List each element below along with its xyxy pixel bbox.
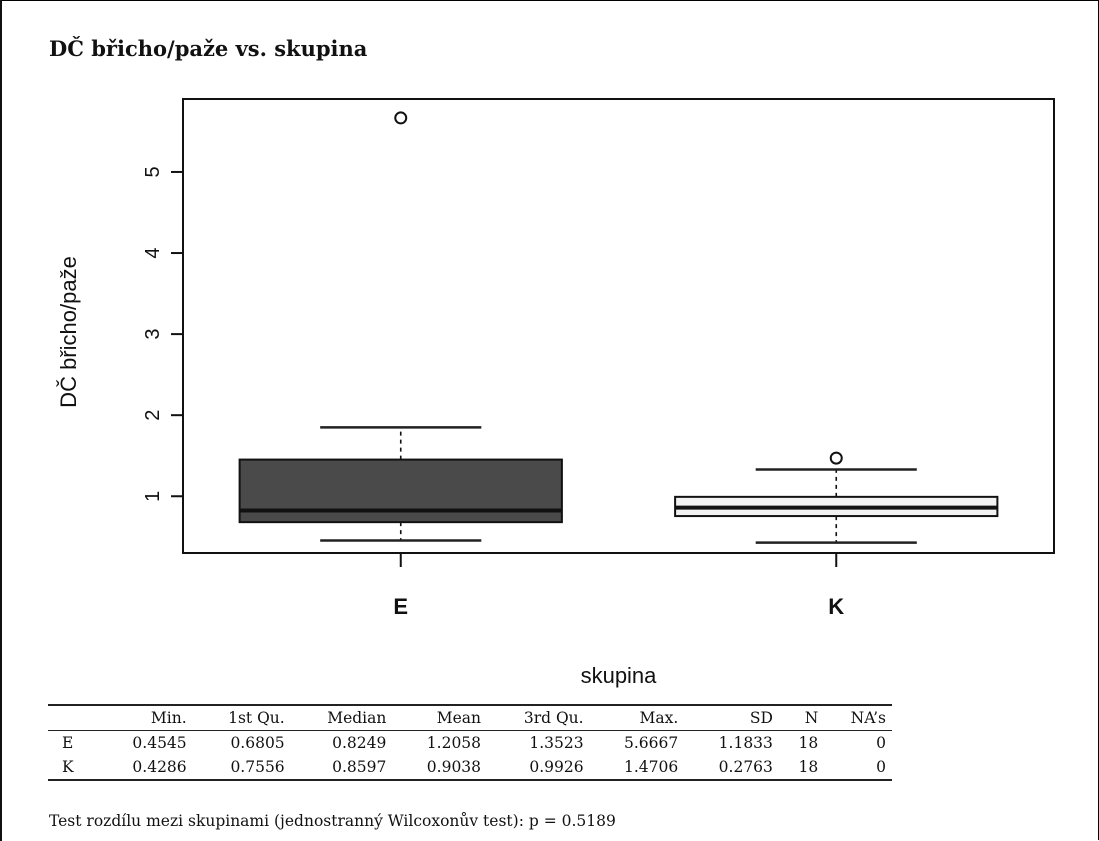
table-cell: 0.4286 [132, 758, 187, 776]
table-cell: 0.4545 [132, 734, 187, 752]
table-cell: 0 [876, 758, 886, 776]
table-cell: 0.2763 [718, 758, 773, 776]
chart-title: DČ břicho/paže vs. skupina [49, 36, 368, 61]
table-header-row: Min. 1st Qu. Median Mean 3rd Qu. Max. SD… [48, 705, 892, 731]
table-row: E 0.4545 0.6805 0.8249 1.2058 1.3523 5.6… [48, 731, 892, 756]
table-cell: K [62, 758, 74, 776]
table-cell: 0 [876, 734, 886, 752]
table-header-cell: N [804, 709, 819, 727]
table-cell: E [62, 734, 74, 752]
summary-table: Min. 1st Qu. Median Mean 3rd Qu. Max. SD… [48, 704, 892, 781]
table-cell: 1.3523 [529, 734, 584, 752]
table-cell: 0.8597 [332, 758, 387, 776]
y-tick-label: 2 [142, 410, 164, 421]
table-cell: 1.2058 [426, 734, 482, 752]
table-header-cell: SD [749, 709, 773, 727]
table-header-cell: Mean [436, 709, 482, 727]
table-cell: 5.6667 [624, 734, 679, 752]
frame-left-edge [0, 0, 2, 841]
table-cell: 1.1833 [718, 734, 773, 752]
table-header-cell: Max. [639, 709, 679, 727]
box-iqr [238, 458, 563, 524]
x-tick-label: K [828, 594, 844, 619]
table-cell: 1.4706 [624, 758, 679, 776]
test-result-note: Test rozdílu mezi skupinami (jednostrann… [49, 812, 616, 830]
table-cell: 0.9926 [529, 758, 584, 776]
x-tick-label: E [393, 594, 408, 619]
table-header-cell [48, 705, 98, 731]
table-cell: 18 [798, 734, 819, 752]
y-tick-label: 4 [142, 247, 164, 258]
plot-area-border [182, 98, 1055, 554]
table-header-cell: Median [327, 709, 387, 727]
table-header-cell: Min. [150, 709, 187, 727]
table-header-cell: 3rd Qu. [523, 709, 584, 727]
x-axis-label: skupina [581, 663, 658, 688]
table-cell: 0.6805 [230, 734, 285, 752]
table-header-cell: NA’s [850, 709, 886, 727]
y-axis-label: DČ břicho/paže [56, 256, 81, 408]
table-cell: 0.7556 [230, 758, 285, 776]
y-tick-label: 5 [142, 166, 164, 177]
table-cell: 0.9038 [426, 758, 482, 776]
table-cell: 18 [798, 758, 819, 776]
outlier-point [829, 451, 843, 465]
outlier-point [394, 111, 408, 125]
table-cell: 0.8249 [332, 734, 387, 752]
table-header-cell: 1st Qu. [228, 709, 285, 727]
y-tick-label: 3 [142, 329, 164, 340]
y-tick-label: 1 [142, 491, 164, 502]
table-row: K 0.4286 0.7556 0.8597 0.9038 0.9926 1.4… [48, 755, 892, 780]
